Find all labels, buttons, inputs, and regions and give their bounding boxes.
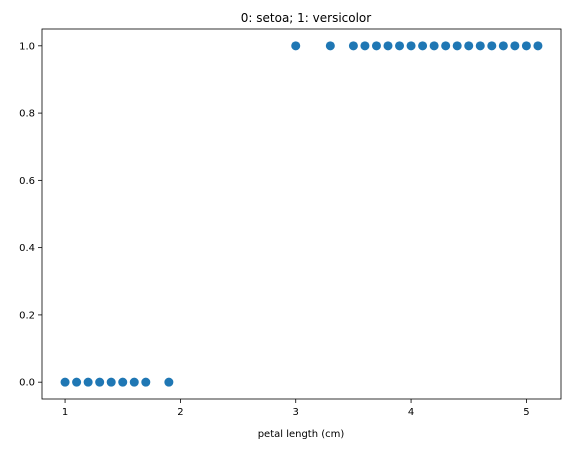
x-axis-label: petal length (cm) xyxy=(258,429,345,440)
chart-title: 0: setoa; 1: versicolor xyxy=(241,11,371,25)
y-tick-label: 0.2 xyxy=(19,310,35,321)
data-point xyxy=(533,41,542,50)
data-point xyxy=(418,41,427,50)
x-tick-label: 2 xyxy=(177,407,183,418)
y-tick-label: 0.8 xyxy=(19,109,35,120)
data-point xyxy=(395,41,404,50)
data-point xyxy=(441,41,450,50)
data-point xyxy=(407,41,416,50)
data-point xyxy=(510,41,519,50)
x-tick-label: 1 xyxy=(62,407,68,418)
y-tick-label: 1.0 xyxy=(19,41,35,52)
data-point xyxy=(291,41,300,50)
y-tick-label: 0.0 xyxy=(19,378,35,389)
data-point xyxy=(372,41,381,50)
data-point xyxy=(164,378,173,387)
x-tick-label: 4 xyxy=(408,407,414,418)
data-point xyxy=(499,41,508,50)
x-tick-label: 3 xyxy=(293,407,299,418)
data-point xyxy=(141,378,150,387)
y-tick-label: 0.6 xyxy=(19,176,35,187)
data-point xyxy=(130,378,139,387)
data-point xyxy=(464,41,473,50)
data-point xyxy=(522,41,531,50)
data-point xyxy=(84,378,93,387)
data-point xyxy=(118,378,127,387)
plot-frame xyxy=(42,29,561,399)
data-point xyxy=(453,41,462,50)
data-point xyxy=(476,41,485,50)
x-tick-label: 5 xyxy=(523,407,529,418)
data-point xyxy=(95,378,104,387)
data-point xyxy=(107,378,116,387)
data-point xyxy=(349,41,358,50)
data-point xyxy=(61,378,70,387)
data-point xyxy=(384,41,393,50)
data-point xyxy=(326,41,335,50)
y-axis: 0.0 0.2 0.4 0.6 0.8 1.0 xyxy=(19,41,42,388)
plot-area: 1 2 3 4 5 0.0 0.2 0.4 0.6 0.8 1.0 xyxy=(19,29,561,418)
data-point xyxy=(360,41,369,50)
y-tick-label: 0.4 xyxy=(19,243,35,254)
data-point xyxy=(72,378,81,387)
scatter-points xyxy=(61,41,543,386)
x-axis: 1 2 3 4 5 xyxy=(62,399,530,418)
data-point xyxy=(430,41,439,50)
data-point xyxy=(487,41,496,50)
